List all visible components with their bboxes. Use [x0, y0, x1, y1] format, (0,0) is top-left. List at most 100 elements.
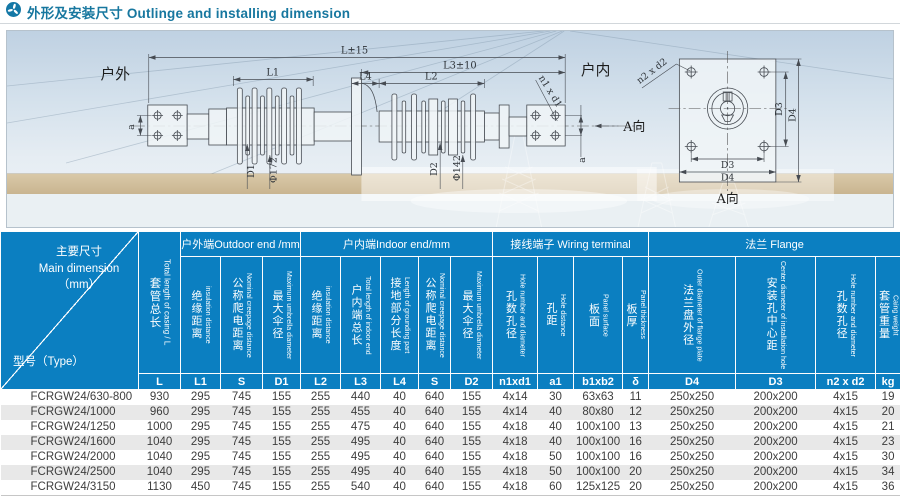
value-cell: 295: [190, 436, 211, 448]
value-cell: 20: [629, 481, 642, 493]
value-cell: 20: [629, 466, 642, 478]
value-cell: 40: [393, 391, 406, 403]
value-cell: 295: [190, 421, 211, 433]
value-cell: 50: [549, 466, 562, 478]
value-cell: 640: [424, 451, 445, 463]
value-cell: 125x125: [575, 481, 621, 493]
value-cell: 40: [549, 406, 562, 418]
unit-cell: a1: [537, 373, 575, 390]
value-cell: 12: [629, 406, 642, 418]
group-header-flange: 法兰 Flange: [648, 231, 900, 257]
value-cell: 40: [393, 406, 406, 418]
col-header-total-length: 套管总长 Total length of casing / L: [138, 231, 181, 374]
col-header-a1: 孔距 Hole distance: [537, 256, 575, 374]
value-cell: 155: [461, 421, 482, 433]
value-cell: 21: [881, 421, 895, 433]
dim-label-phi142: Φ142: [452, 155, 463, 181]
value-cell: 200x200: [753, 406, 798, 418]
value-cell: 475: [350, 421, 371, 433]
group-header-indoor-end: 户内端Indoor end/mm: [300, 231, 494, 257]
dim-label-d3-side: D3: [774, 102, 785, 116]
value-cell: 745: [231, 466, 252, 478]
table-row: FCRGW24/2500 1040 295 745 155 255 495 40 640 155 4…: [0, 465, 900, 480]
value-cell: 200x200: [753, 481, 798, 493]
unit-cell: D2: [450, 373, 494, 390]
value-cell: 4x15: [833, 481, 859, 493]
dim-label-a-left: a: [126, 124, 137, 130]
table-row: FCRGW24/2000 1040 295 745 155 255 495 40 640 155 4…: [1, 450, 900, 465]
group-header-outdoor-end: 户外端Outdoor end /mm: [179, 231, 302, 257]
col-header-l2: 绝缘距离 insulation distance: [300, 256, 342, 374]
unit-cell: n1xd1: [492, 373, 539, 390]
value-cell: 640: [424, 421, 445, 433]
unit-cell: D4: [648, 373, 737, 390]
indoor-label: 户内: [581, 61, 611, 79]
value-cell: 250x250: [670, 421, 715, 433]
value-cell: 40: [393, 421, 406, 433]
value-cell: 155: [271, 421, 292, 433]
value-cell: 255: [310, 436, 331, 448]
value-cell: 16: [629, 451, 642, 463]
value-cell: 155: [271, 436, 292, 448]
value-cell: 255: [310, 406, 331, 418]
unit-cell: S: [418, 373, 452, 390]
unit-cell: S: [220, 373, 263, 390]
technical-drawing: L±15 L3±10 L1 L4 L2 a a D1 Φ172 D2 Φ142 …: [7, 31, 893, 227]
value-cell: 745: [231, 481, 252, 493]
value-cell: 40: [549, 436, 562, 448]
value-cell: 63x63: [582, 391, 614, 403]
value-cell: 250x250: [670, 466, 715, 478]
col-header-b1xb2: 板面 Panel surface: [573, 256, 624, 374]
value-cell: 4x18: [502, 466, 528, 478]
type-cell: FCRGW24/2000: [30, 451, 116, 463]
value-cell: 4x15: [833, 421, 859, 433]
value-cell: 155: [461, 481, 482, 493]
value-cell: 745: [231, 391, 252, 403]
value-cell: 16: [629, 436, 642, 448]
unit-row: L L1 S D1 L2 L3 L4 S D2 n1xd1 a1 b1xb2 δ…: [1, 373, 900, 390]
value-cell: 4x18: [502, 436, 528, 448]
dim-label-l3: L3±10: [443, 60, 477, 71]
indoor-terminal-block: [526, 104, 584, 157]
view-a-label: A向: [622, 119, 645, 135]
unit-cell: b1xb2: [573, 373, 624, 390]
value-cell: 745: [231, 436, 252, 448]
value-cell: 155: [461, 466, 482, 478]
type-cell: FCRGW24/1000: [30, 406, 116, 418]
value-cell: 1000: [146, 421, 173, 433]
value-cell: 4x18: [502, 451, 528, 463]
page-header: 外形及安装尺寸 Outlinge and installing dimensio…: [0, 0, 900, 24]
value-cell: 200x200: [753, 451, 798, 463]
type-cell: FCRGW24/3150: [30, 481, 116, 493]
value-cell: 930: [149, 391, 170, 403]
value-cell: 495: [350, 436, 371, 448]
table-body: FCRGW24/630-800 930 295 745 155 255 440 40 640 15…: [0, 390, 900, 496]
dim-label-d1: D1: [246, 164, 257, 178]
dim-label-total-length: L±15: [341, 45, 368, 56]
value-cell: 11: [629, 391, 642, 403]
value-cell: 20: [881, 406, 895, 418]
unit-cell: n2 x d2: [815, 373, 877, 390]
page-title: 外形及安装尺寸 Outlinge and installing dimensio…: [27, 5, 351, 21]
value-cell: 100x100: [575, 466, 621, 478]
outdoor-sheds: [236, 87, 302, 165]
value-cell: 40: [393, 466, 406, 478]
unit-cell: D1: [261, 373, 302, 390]
value-cell: 255: [310, 481, 331, 493]
dim-label-l4: L4: [359, 71, 372, 82]
value-cell: 255: [310, 466, 331, 478]
value-cell: 23: [881, 436, 895, 448]
value-cell: 4x14: [502, 406, 528, 418]
value-cell: 155: [461, 436, 482, 448]
value-cell: 495: [350, 466, 371, 478]
col-header-d2: 最大伞径 Maximum umbrella diameter: [450, 256, 494, 374]
value-cell: 4x15: [833, 436, 859, 448]
value-cell: 295: [190, 406, 211, 418]
value-cell: 40: [393, 436, 406, 448]
value-cell: 255: [310, 451, 331, 463]
value-cell: 155: [271, 391, 292, 403]
table-row: FCRGW24/1600 1040 295 745 155 255 495 40 640 155 4…: [0, 435, 900, 450]
dim-label-d4-side: D4: [788, 108, 799, 122]
unit-cell: L3: [340, 373, 382, 390]
diagonal-divider: [1, 232, 138, 389]
